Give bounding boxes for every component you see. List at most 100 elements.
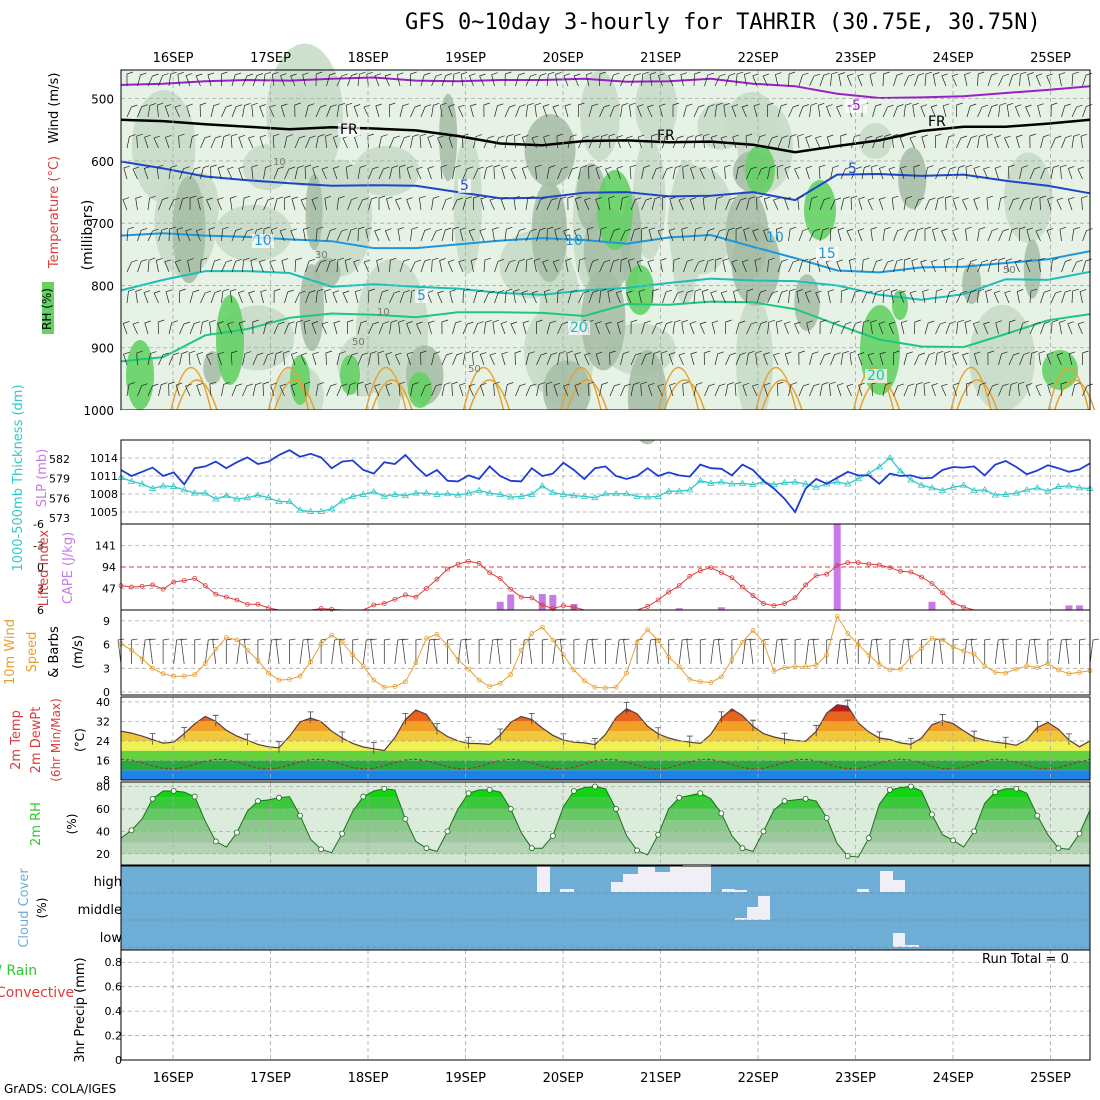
- wind-barb: [878, 165, 886, 180]
- wind-barb: [123, 351, 130, 366]
- wind-barb: [185, 228, 192, 242]
- wind-barb: [628, 258, 635, 273]
- wind-barb: [1035, 228, 1043, 242]
- wind-barb: [809, 383, 820, 397]
- wind-barb: [620, 195, 629, 211]
- wind-barb: [977, 382, 987, 397]
- lifted-index-point: [318, 606, 324, 611]
- wind-barb: [158, 382, 168, 397]
- wind-barb: [672, 319, 681, 335]
- wind-barb: [238, 320, 246, 335]
- wind-speed-point: [992, 669, 998, 675]
- wind-barb: [347, 227, 357, 242]
- lifted-index-point: [866, 561, 872, 567]
- wind-barb: [924, 320, 935, 335]
- wind-barb: [1046, 352, 1054, 366]
- wind-barb: [805, 165, 813, 180]
- thickness-point: [169, 482, 178, 489]
- wind-barb: [395, 352, 402, 366]
- lifted-index-point: [434, 576, 440, 582]
- wind-barb: [221, 382, 230, 397]
- high-cloud-block: [683, 865, 711, 892]
- wind-barb: [462, 166, 474, 180]
- thickness-point: [454, 491, 462, 498]
- wind-barb: [741, 104, 749, 118]
- wind-barb: [447, 259, 455, 273]
- temp-minmax-bar: [623, 702, 630, 714]
- wind-barb: [588, 290, 599, 304]
- wind-barb: [1050, 102, 1058, 118]
- rh-contour-label: 50: [468, 364, 481, 375]
- wind-barb: [657, 228, 665, 242]
- wind-barb: [809, 351, 819, 366]
- wind-barb: [945, 289, 956, 304]
- wind-barb: [168, 226, 176, 242]
- surface-wind-barb: [1047, 638, 1054, 664]
- wind-barb: [741, 259, 749, 273]
- wind-barb: [1071, 259, 1083, 273]
- wind-barb: [775, 319, 783, 335]
- wind-barb: [819, 72, 830, 87]
- wind-barb: [903, 228, 915, 242]
- thickness-point: [664, 487, 673, 494]
- rh2m-point: [676, 794, 683, 801]
- wind-barb: [722, 258, 730, 273]
- wind-barb: [326, 258, 337, 273]
- lifted-index-point: [202, 583, 208, 589]
- wind-barb: [158, 73, 169, 87]
- wind-barb: [595, 197, 602, 211]
- wind-barb: [431, 228, 443, 242]
- wind-barb: [189, 195, 197, 211]
- wind-barb: [1071, 133, 1080, 149]
- wind-barb: [280, 103, 288, 118]
- high-cloud-block: [638, 867, 655, 892]
- lifted-index-point: [929, 581, 935, 586]
- thickness-point: [180, 486, 188, 493]
- surface-wind-barb: [117, 638, 125, 665]
- wind-barb: [368, 321, 380, 335]
- wind-barb: [962, 352, 969, 366]
- wind-barb: [775, 226, 783, 242]
- thickness-point: [338, 497, 346, 504]
- wind-speed-point: [582, 678, 587, 684]
- top-date-label: 24SEP: [933, 51, 974, 66]
- wind-barb: [662, 289, 673, 304]
- thickness-point: [717, 478, 726, 485]
- wind-barb: [452, 352, 463, 366]
- wind-barb: [315, 226, 324, 242]
- wind-barb: [815, 135, 822, 149]
- wind-barb: [651, 166, 663, 180]
- wind-barb: [815, 290, 822, 304]
- wind-barb: [389, 257, 397, 273]
- rh2m-point: [718, 810, 725, 817]
- wind-barb: [525, 351, 535, 366]
- wind-barb: [777, 259, 788, 273]
- surface-wind-barb: [781, 638, 788, 665]
- wind-speed-point: [550, 637, 556, 643]
- wind-barb: [336, 102, 346, 118]
- wind-barb: [420, 350, 427, 366]
- wind-barb: [1025, 259, 1033, 273]
- wind-barb: [336, 195, 345, 211]
- wind-barb: [964, 320, 972, 335]
- wind-barb: [206, 197, 213, 211]
- lifted-index-point: [550, 606, 556, 611]
- wind-barb: [168, 320, 178, 335]
- wind-barb: [776, 381, 784, 397]
- wind-barb: [1079, 289, 1087, 304]
- surface-wind-barb: [236, 638, 246, 665]
- wind-barb: [217, 165, 225, 180]
- temp-bands: [121, 704, 1090, 780]
- cape-bar: [538, 593, 546, 610]
- precip-tick-label: 0.4: [105, 1005, 123, 1018]
- wind-barb: [258, 259, 266, 273]
- wind-barb: [1006, 102, 1014, 118]
- wind-barb: [794, 166, 801, 180]
- wind-barb: [630, 352, 642, 366]
- wind-barb: [441, 319, 449, 335]
- rh-contour-90: [216, 295, 244, 385]
- wind-barb: [777, 103, 788, 118]
- lifted-index-point: [402, 592, 408, 598]
- bottom-date-label: 18SEP: [348, 1071, 389, 1086]
- wind-barb: [395, 197, 402, 211]
